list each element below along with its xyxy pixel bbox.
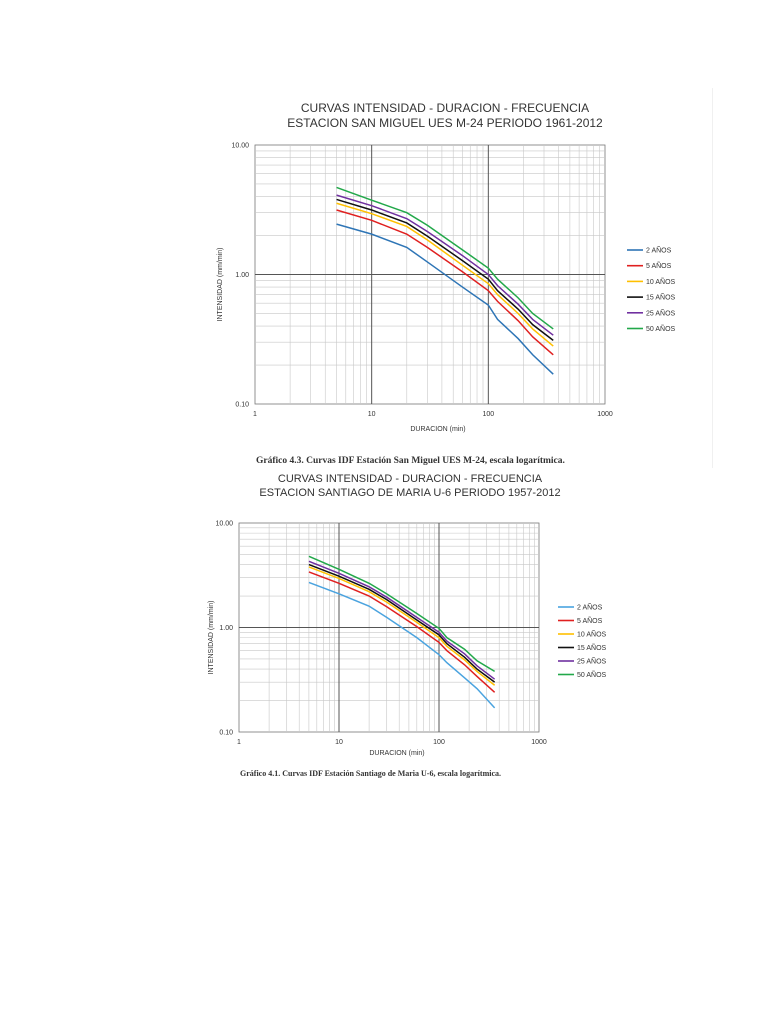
x-tick-label: 10 [368, 411, 376, 418]
legend: 2 AÑOS 5 AÑOS 10 AÑOS 15 AÑOS 25 AÑOS 50 AÑOS [558, 603, 607, 679]
x-tick-label: 100 [482, 411, 494, 418]
series-line-5-anos [308, 571, 496, 693]
y-tick-label: 10.00 [215, 521, 233, 528]
chart1-caption: Gráfico 4.3. Curvas IDF Estación San Mig… [256, 456, 565, 466]
legend-label-2-anos: 2 AÑOS [646, 246, 672, 255]
legend-label-25-anos: 25 AÑOS [646, 308, 676, 317]
series-line-25-anos [336, 194, 554, 336]
x-tick-label: 100 [433, 739, 445, 746]
series-line-10-anos [336, 202, 554, 347]
gridlines [239, 523, 539, 732]
page-edge-strip [712, 88, 713, 468]
y-tick-label: 0.10 [219, 730, 233, 737]
series-line-50-anos [308, 555, 496, 673]
series-line-2-anos [308, 581, 496, 709]
x-tick-label: 1000 [597, 411, 613, 418]
chart2-title-block: CURVAS INTENSIDAD - DURACION - FRECUENCI… [220, 473, 600, 501]
legend-label-50-anos: 50 AÑOS [646, 324, 676, 333]
y-axis-label: INTENSIDAD (mm/min) [208, 601, 215, 675]
x-tick-label: 1 [253, 411, 257, 418]
y-tick-label: 0.10 [235, 402, 249, 409]
series-line-2-anos [336, 223, 554, 375]
x-tick-label: 1000 [531, 739, 547, 746]
x-axis-label: DURACION (min) [410, 426, 465, 433]
chart1-title-block: CURVAS INTENSIDAD - DURACION - FRECUENCI… [240, 101, 650, 131]
series-line-5-anos [336, 209, 554, 356]
legend-label-5-anos: 5 AÑOS [646, 261, 672, 270]
y-axis-label: INTENSIDAD (mm/min) [217, 248, 224, 322]
series-line-10-anos [308, 566, 496, 686]
legend-label-10-anos: 10 AÑOS [646, 277, 676, 286]
chart2-subtitle: ESTACION SANTIAGO DE MARIA U-6 PERIODO 1… [259, 486, 561, 499]
chart1-title: CURVAS INTENSIDAD - DURACION - FRECUENCI… [300, 101, 590, 115]
x-tick-label: 1 [237, 739, 241, 746]
x-axis-label: DURACION (min) [369, 750, 424, 757]
legend: 2 AÑOS 5 AÑOS 10 AÑOS 15 AÑOS 25 AÑOS 50 AÑOS [627, 246, 676, 333]
legend-label-50-anos: 50 AÑOS [577, 670, 607, 679]
legend-label-25-anos: 25 AÑOS [577, 657, 607, 666]
legend-label-5-anos: 5 AÑOS [577, 616, 603, 625]
x-tick-label: 10 [335, 739, 343, 746]
chart2-title: CURVAS INTENSIDAD - DURACION - FRECUENCI… [277, 473, 543, 485]
y-tick-label: 10.00 [231, 143, 249, 150]
series-line-25-anos [308, 560, 496, 680]
legend-label-10-anos: 10 AÑOS [577, 630, 607, 639]
series-line-50-anos [336, 186, 554, 330]
legend-label-2-anos: 2 AÑOS [577, 603, 603, 612]
series-line-15-anos [308, 563, 496, 683]
chart1-subtitle: ESTACION SAN MIGUEL UES M-24 PERIODO 196… [287, 116, 603, 130]
legend-label-15-anos: 15 AÑOS [646, 293, 676, 302]
y-tick-label: 1.00 [219, 625, 233, 632]
legend-label-15-anos: 15 AÑOS [577, 643, 607, 652]
chart2-caption: Gráfico 4.1. Curvas IDF Estación Santiag… [240, 769, 502, 778]
y-tick-label: 1.00 [235, 272, 249, 279]
series-line-15-anos [336, 198, 554, 341]
